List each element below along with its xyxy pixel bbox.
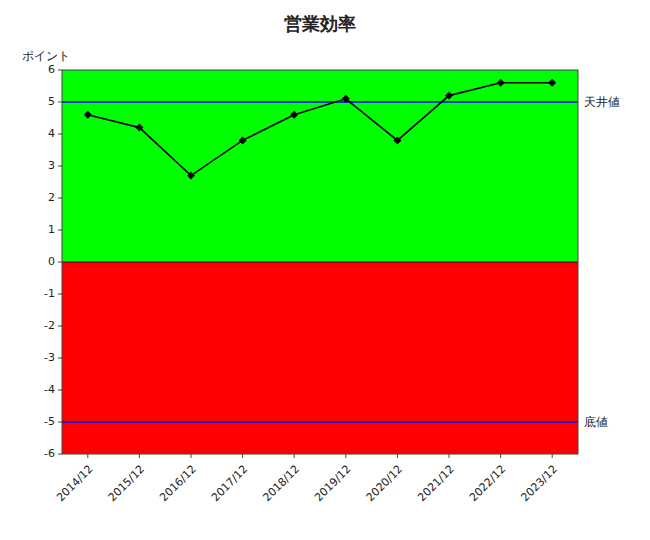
y-tick [58,70,62,71]
data-point [445,92,453,100]
data-point [548,79,556,87]
y-tick-label: -6 [44,447,55,460]
y-tick-label: -1 [44,287,55,300]
data-point [239,136,247,144]
chart-title: 営業効率 [284,13,356,34]
y-axis: -6 -5 -4 -3 -2 -1 0 1 2 3 4 5 6 [44,63,62,460]
x-tick-label: 2014/12 [54,463,96,505]
x-tick-label: 2021/12 [415,463,457,505]
background-band [62,70,578,262]
x-tick [552,454,553,458]
data-point [497,79,505,87]
y-tick [58,134,62,135]
x-tick [449,454,450,458]
y-tick-label: 6 [48,63,55,76]
x-tick-label: 2017/12 [209,463,251,505]
x-tick [500,454,501,458]
y-tick [58,422,62,423]
x-tick-label: 2023/12 [518,463,560,505]
y-tick [58,166,62,167]
y-tick [58,358,62,359]
y-tick [58,326,62,327]
data-point [135,124,143,132]
x-tick [139,454,140,458]
x-tick [87,454,88,458]
reference-label: 天井値 [584,95,620,109]
x-tick-label: 2019/12 [312,463,354,505]
reference-line [62,421,578,422]
y-tick-label: -4 [44,383,55,396]
y-axis-label: ポイント [22,49,70,63]
x-tick-label: 2015/12 [106,463,148,505]
data-line [88,83,552,176]
data-point [187,172,195,180]
y-tick-label: 5 [48,95,55,108]
x-tick-label: 2020/12 [364,463,406,505]
y-tick [58,230,62,231]
y-tick [58,454,62,455]
zero-line [62,262,578,263]
y-tick-label: -5 [44,415,55,428]
data-point [290,111,298,119]
y-tick-label: 0 [48,255,55,268]
x-tick-label: 2016/12 [157,463,199,505]
y-tick [58,102,62,103]
reference-label: 底値 [584,415,608,429]
x-tick-label: 2018/12 [260,463,302,505]
data-point [393,136,401,144]
y-tick-label: 4 [48,127,55,140]
data-point [84,111,92,119]
y-tick [58,198,62,199]
x-tick [294,454,295,458]
y-tick-label: -2 [44,319,55,332]
x-axis: 2014/122015/122016/122017/122018/122019/… [54,454,560,504]
reference-line [62,101,578,102]
chart-container: -6 -5 -4 -3 -2 -1 0 1 2 3 4 5 6 2014/122015/122016/12… [0,0,650,540]
y-tick [58,390,62,391]
x-tick [345,454,346,458]
y-tick [58,294,62,295]
x-tick [397,454,398,458]
y-tick-label: -3 [44,351,55,364]
y-tick-label: 2 [48,191,55,204]
background-band [62,262,578,454]
plot-frame [62,70,578,454]
y-tick [58,262,62,263]
x-tick-label: 2022/12 [467,463,509,505]
y-tick-label: 3 [48,159,55,172]
data-point [342,95,350,103]
y-tick-label: 1 [48,223,55,236]
plot-area [62,70,578,454]
x-tick [191,454,192,458]
x-tick [242,454,243,458]
chart-svg: -6 -5 -4 -3 -2 -1 0 1 2 3 4 5 6 2014/122015/122016/12… [0,0,650,540]
